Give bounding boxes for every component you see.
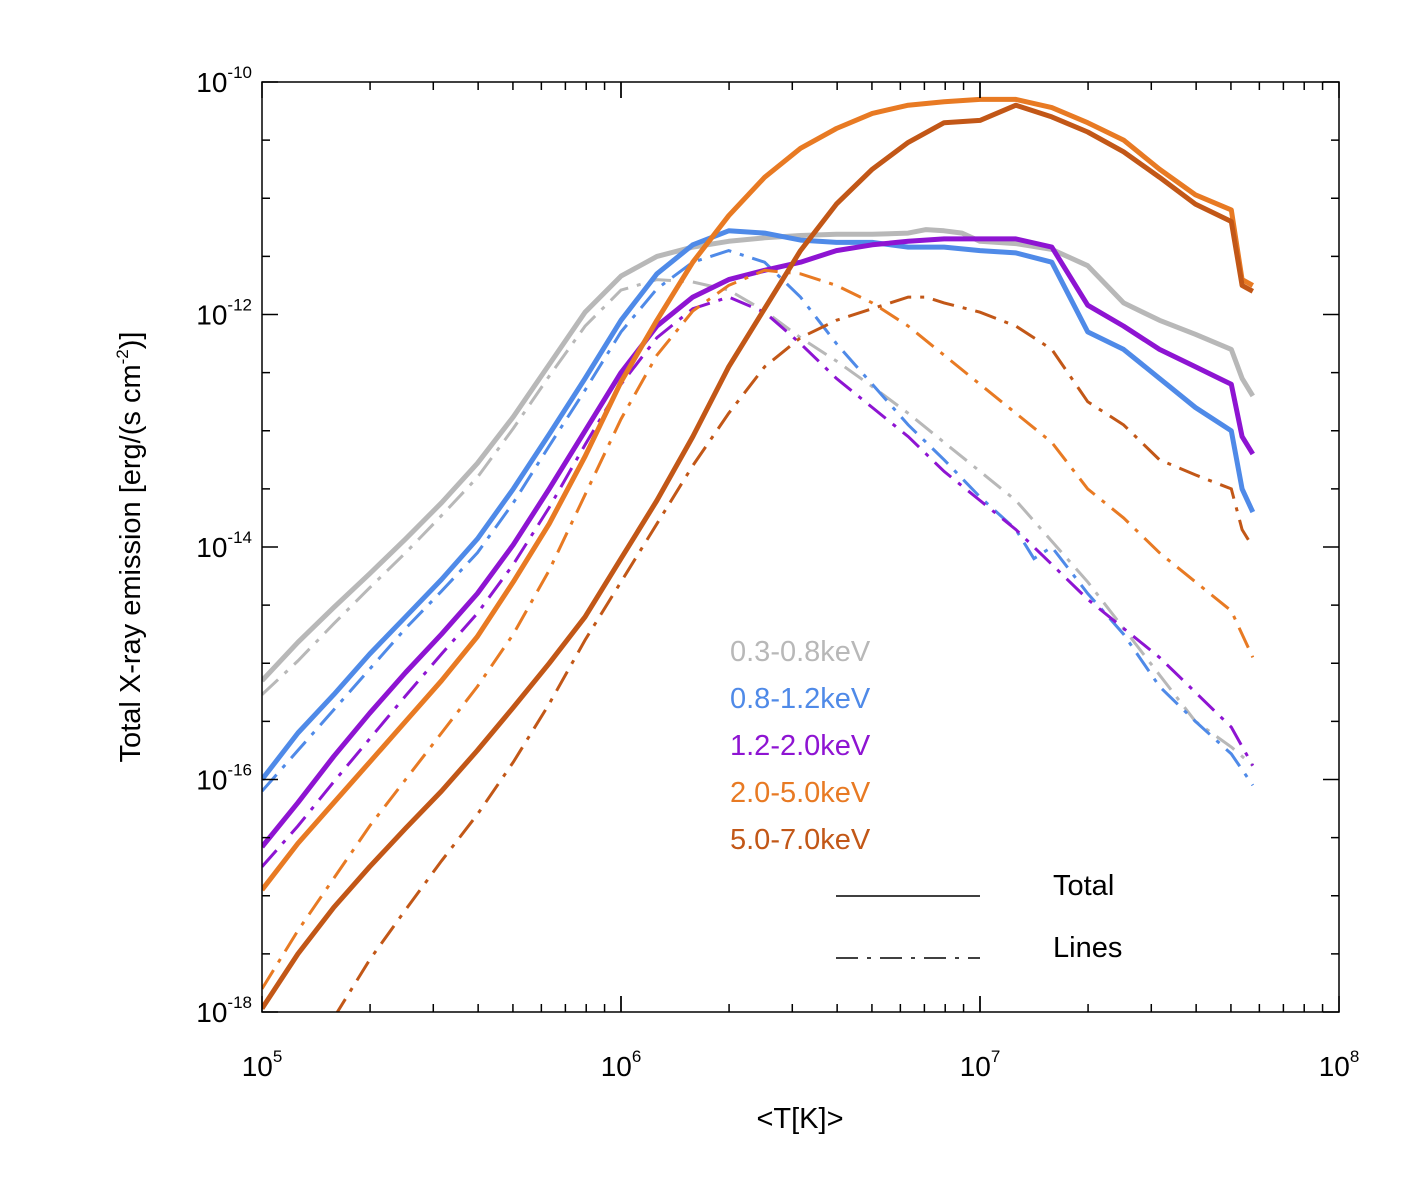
total-curve-2-0-5-0keV [262,96,1254,892]
y-tick-label: 10-14 [196,528,252,563]
total-curve-0-8-1-2keV [262,228,1256,782]
x-tick-label: 107 [960,1047,1001,1082]
legend-entry-0-3-0-8keV: 0.3-0.8keV [730,636,871,668]
y-tick-label: 10-12 [196,296,252,331]
y-axis-label-main: Total X-ray emission [erg/(s cm [115,364,147,762]
x-tick-label: 108 [1319,1047,1360,1082]
total-curve-0-3-0-8keV [262,227,1255,683]
legend-entry-0-8-1-2keV: 0.8-1.2keV [730,683,871,715]
lines-curve-1-2-2-0keV [262,295,1255,868]
x-tick-label: 105 [242,1047,283,1082]
ticks-layer [261,81,1340,1013]
lines-curve-0-8-1-2keV [262,249,1255,793]
labels-layer: 105 106 107 108 10-18 10-16 10-14 10-12 10-10 [196,63,1359,1082]
y-axis-label: Total X-ray emission [erg/(s cm-2)] [113,332,147,763]
y-tick-label: 10-16 [196,761,252,796]
legend-total-label: Total [1053,870,1114,902]
x-tick-label: 106 [601,1047,642,1082]
y-axis-label-exp: -2 [113,349,132,364]
legend-entry-5-0-7-0keV: 5.0-7.0keV [730,824,871,856]
legend: 0.3-0.8keV 0.8-1.2keV 1.2-2.0keV 2.0-5.0keV… [730,636,871,856]
lines-curve-2-0-5-0keV [262,268,1255,990]
y-tick-label: 10-10 [196,63,252,98]
legend-entry-2-0-5-0keV: 2.0-5.0keV [730,777,871,809]
x-axis-label: <T[K]> [756,1103,843,1135]
total-curve-1-2-2-0keV [262,236,1255,849]
total-curve-5-0-7-0keV [262,102,1255,1010]
lines-curve-5-0-7-0keV [335,295,1255,1012]
legend-entry-1-2-2-0keV: 1.2-2.0keV [730,730,871,762]
plot-frame [261,81,1340,1013]
y-tick-label: 10-18 [196,993,252,1028]
series-layer [262,96,1256,1012]
legend-lines-label: Lines [1053,932,1122,964]
y-axis-label-close: )] [115,332,147,350]
